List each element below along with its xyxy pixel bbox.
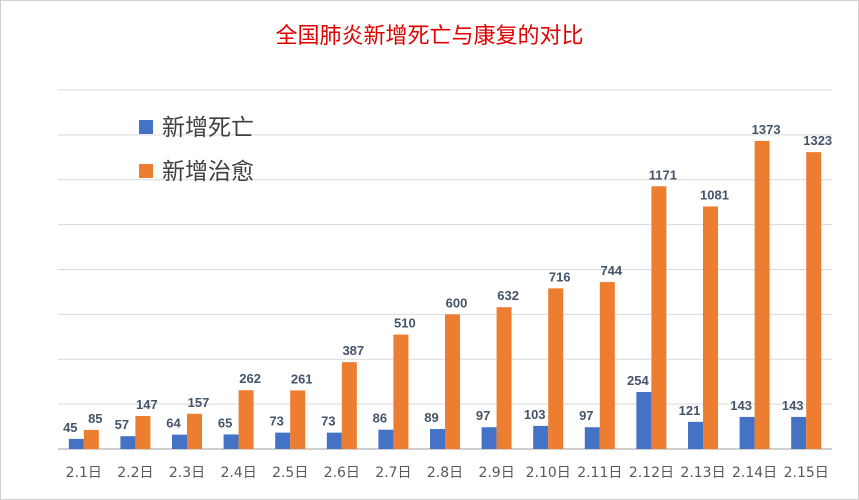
bar-deaths (688, 421, 703, 449)
bar-deaths (120, 436, 136, 449)
bar-deaths (430, 429, 445, 449)
x-tick-label: 2.15日 (784, 465, 829, 481)
x-tick-label: 2.1日 (66, 465, 102, 481)
data-label: 716 (549, 269, 571, 284)
legend-swatch (139, 164, 153, 178)
bar-recovered (806, 152, 822, 450)
bar-recovered (83, 429, 99, 449)
data-label: 103 (524, 407, 546, 422)
legend-label: 新增治愈 (162, 159, 254, 185)
data-label: 85 (88, 411, 102, 426)
bar-recovered (187, 413, 202, 449)
bar-deaths (172, 434, 187, 449)
data-label: 73 (321, 414, 335, 429)
x-tick-label: 2.11日 (577, 465, 622, 481)
data-label: 143 (782, 398, 804, 413)
data-label: 1373 (752, 122, 781, 137)
data-label: 1081 (700, 187, 729, 202)
x-tick-label: 2.2日 (117, 465, 153, 481)
data-label: 97 (579, 408, 593, 423)
bar-recovered (238, 390, 254, 449)
legend-swatch (139, 120, 153, 134)
x-tick-label: 2.10日 (526, 465, 571, 481)
data-label: 1323 (803, 133, 832, 148)
bar-deaths (275, 432, 291, 449)
x-tick-label: 2.8日 (427, 465, 463, 481)
bar-recovered (754, 140, 770, 450)
data-label: 510 (394, 316, 416, 331)
x-tick-label: 2.5日 (272, 465, 308, 481)
data-label: 600 (446, 295, 468, 310)
bar-recovered (496, 307, 512, 449)
bar-deaths (636, 392, 652, 449)
data-label: 45 (63, 420, 77, 435)
data-label: 387 (342, 343, 364, 358)
data-label: 744 (600, 263, 622, 278)
data-label: 157 (188, 395, 210, 410)
bar-recovered (703, 206, 718, 449)
bar-deaths (739, 416, 755, 449)
x-tick-label: 2.9日 (478, 465, 514, 481)
x-tick-label: 2.13日 (680, 465, 725, 481)
chart-title: 全国肺炎新增死亡与康复的对比 (275, 24, 584, 49)
bar-recovered (135, 416, 151, 449)
bar-recovered (548, 288, 564, 449)
data-label: 262 (239, 371, 261, 386)
x-tick-label: 2.12日 (629, 465, 674, 481)
bar-recovered (290, 390, 306, 449)
bar-deaths (481, 427, 497, 449)
x-tick-label: 2.4日 (220, 465, 256, 481)
data-label: 632 (497, 288, 519, 303)
data-label: 65 (218, 415, 232, 430)
bar-recovered (341, 362, 357, 449)
data-label: 1171 (649, 167, 677, 182)
bar-deaths (326, 432, 342, 449)
x-tick-label: 2.3日 (169, 465, 205, 481)
bar-recovered (445, 314, 460, 449)
data-label: 86 (373, 411, 387, 426)
legend-label: 新增死亡 (162, 115, 254, 141)
data-label: 73 (269, 414, 283, 429)
bar-recovered (393, 334, 409, 449)
bar-recovered (651, 186, 667, 449)
x-tick-label: 2.6日 (324, 465, 360, 481)
bar-deaths (223, 434, 239, 449)
data-label: 97 (476, 408, 490, 423)
x-tick-label: 2.14日 (732, 465, 777, 481)
bar-deaths (378, 429, 394, 449)
data-label: 261 (291, 371, 313, 386)
data-label: 89 (424, 410, 438, 425)
data-label: 143 (730, 398, 752, 413)
x-tick-label: 2.7日 (375, 465, 411, 481)
bar-deaths (533, 425, 549, 449)
bar-recovered (599, 282, 615, 449)
data-label: 57 (115, 417, 129, 432)
data-label: 147 (136, 397, 158, 412)
data-label: 121 (679, 403, 701, 418)
bar-deaths (584, 427, 600, 449)
bar-deaths (68, 438, 84, 449)
data-label: 64 (166, 416, 181, 431)
data-label: 254 (627, 373, 649, 388)
bar-deaths (791, 416, 807, 449)
